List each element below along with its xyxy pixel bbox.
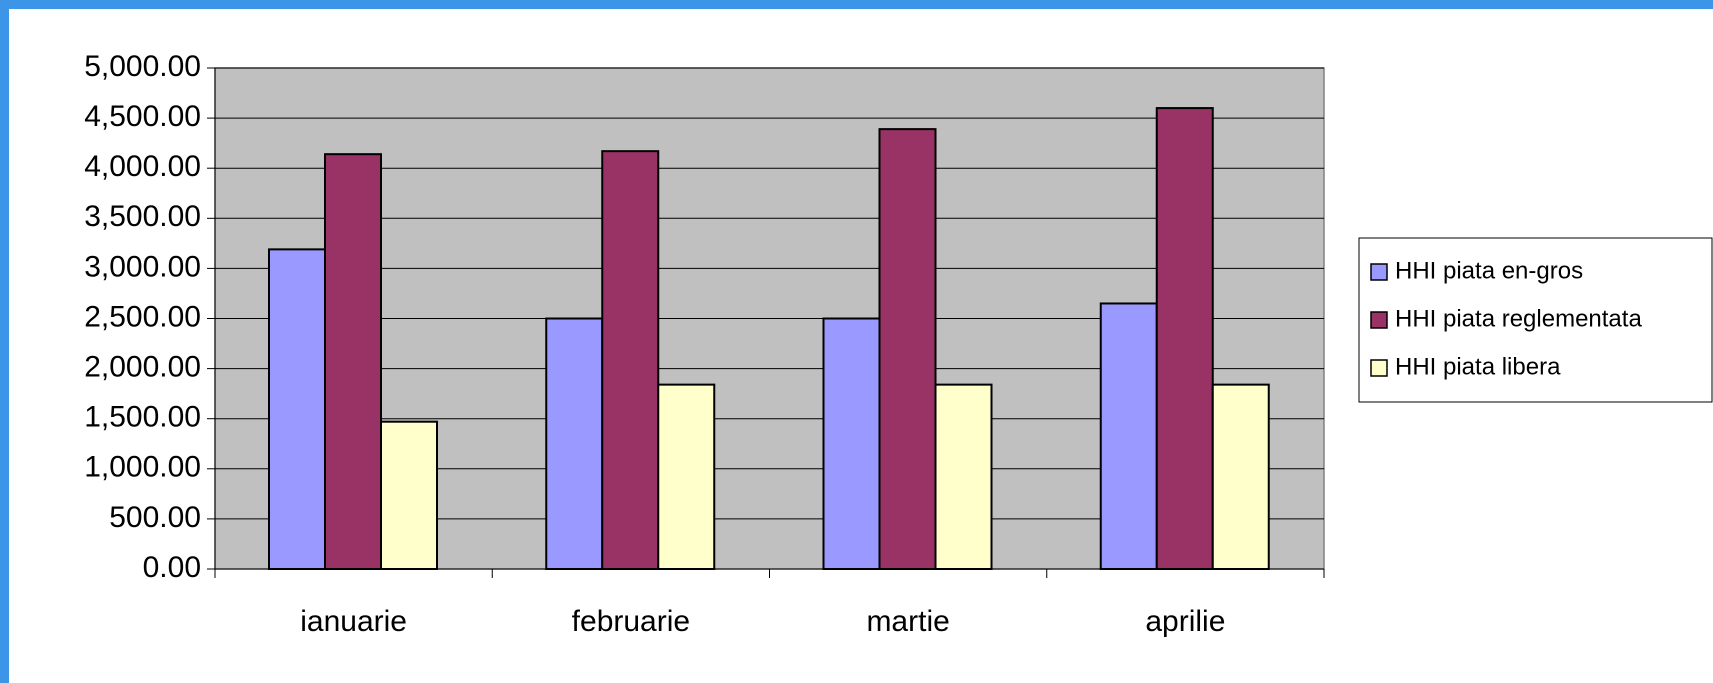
frame-left xyxy=(0,0,9,683)
y-tick-label: 1,000.00 xyxy=(84,451,201,484)
legend-swatch xyxy=(1370,359,1388,377)
x-tick-label: aprilie xyxy=(1145,605,1225,638)
legend-swatch xyxy=(1370,263,1388,281)
bar xyxy=(380,420,438,570)
y-tick-label: 3,500.00 xyxy=(84,200,201,233)
legend-swatch xyxy=(1370,311,1388,329)
bar xyxy=(1211,383,1270,570)
bar xyxy=(324,153,382,570)
y-tick-label: 2,500.00 xyxy=(84,300,201,333)
legend-box xyxy=(1358,237,1713,403)
bar xyxy=(657,383,716,570)
legend-label: HHI piata reglementata xyxy=(1395,305,1642,332)
bar xyxy=(822,317,881,570)
x-tick-label: ianuarie xyxy=(300,605,407,638)
y-tick-label: 500.00 xyxy=(109,501,201,534)
bar xyxy=(878,128,937,570)
bar xyxy=(934,383,993,570)
bar xyxy=(268,248,326,570)
bar xyxy=(545,317,604,570)
y-tick-label: 3,000.00 xyxy=(84,250,201,283)
y-tick-label: 4,000.00 xyxy=(84,150,201,183)
legend-label: HHI piata libera xyxy=(1395,353,1561,380)
legend-label: HHI piata en-gros xyxy=(1395,257,1583,284)
bar xyxy=(601,150,660,571)
y-tick-label: 2,000.00 xyxy=(84,351,201,384)
x-tick-label: februarie xyxy=(572,605,690,638)
y-tick-label: 0.00 xyxy=(143,551,201,584)
y-tick-label: 1,500.00 xyxy=(84,401,201,434)
bar xyxy=(1155,107,1214,571)
frame-top xyxy=(0,0,1713,9)
bar xyxy=(1099,302,1158,570)
y-tick-label: 5,000.00 xyxy=(84,50,201,83)
y-tick-label: 4,500.00 xyxy=(84,100,201,133)
x-tick-label: martie xyxy=(866,605,949,638)
